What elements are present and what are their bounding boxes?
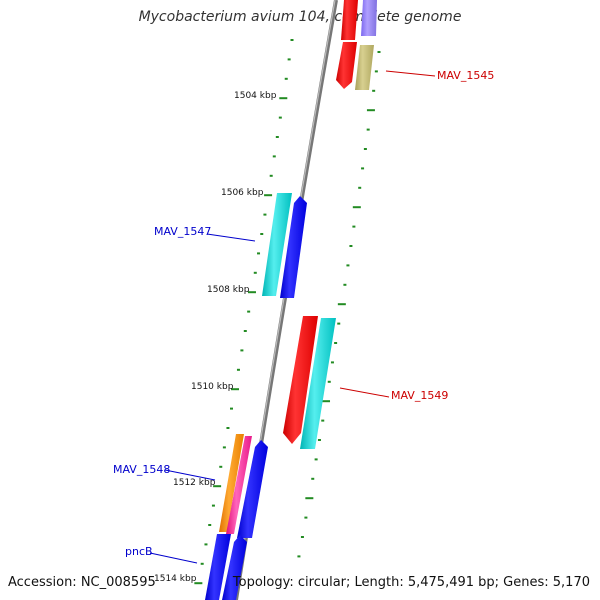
gene-MAV_1547-cyan[interactable] — [262, 193, 292, 296]
genome-title: Mycobacterium avium 104, complete genome — [138, 9, 462, 25]
genome-stats-text: Topology: circular; Length: 5,475,491 bp… — [232, 575, 590, 590]
gene-MAV_1549-red[interactable] — [283, 316, 318, 444]
kbp-label-1504: 1504 kbp — [234, 91, 277, 101]
kbp-label-1510: 1510 kbp — [191, 382, 234, 392]
label-MAV_1547[interactable]: MAV_1547 — [154, 225, 211, 238]
label-MAV_1548[interactable]: MAV_1548 — [113, 463, 170, 476]
gene-features — [205, 0, 377, 600]
kbp-labels: 1504 kbp 1506 kbp 1508 kbp 1510 kbp 1512… — [154, 91, 277, 584]
gene-MAV_1545[interactable] — [336, 42, 357, 89]
label-pncB[interactable]: pncB — [125, 545, 153, 558]
gene-labels: MAV_1545 MAV_1547 MAV_1549 MAV_1548 pncB — [113, 69, 494, 558]
kbp-label-1514: 1514 kbp — [154, 574, 197, 584]
gene-pncB-1[interactable] — [205, 534, 231, 600]
scale-ticks — [194, 39, 381, 585]
gene-pncB-2[interactable] — [222, 535, 247, 600]
gene-MAV_1549-cyan[interactable] — [300, 318, 336, 449]
kbp-label-1508: 1508 kbp — [207, 285, 250, 295]
gene-MAV_1545-pair[interactable] — [355, 45, 374, 90]
leader-MAV_1547 — [206, 233, 256, 242]
kbp-label-1506: 1506 kbp — [221, 188, 264, 198]
accession-text: Accession: NC_008595 — [8, 575, 156, 590]
gene-MAV_1548-blue[interactable] — [237, 440, 268, 538]
leader-pncB — [149, 552, 198, 564]
kbp-label-1512: 1512 kbp — [173, 478, 216, 488]
leader-MAV_1549 — [339, 387, 390, 398]
label-MAV_1549[interactable]: MAV_1549 — [391, 389, 448, 402]
gene-label-leaders — [149, 70, 436, 564]
leader-MAV_1548 — [164, 469, 216, 481]
gene-MAV_1548-orange[interactable] — [219, 434, 244, 532]
gene-MAV_1544-fragment[interactable] — [341, 0, 358, 40]
gene-MAV_1548-pink[interactable] — [226, 436, 252, 534]
label-MAV_1545[interactable]: MAV_1545 — [437, 69, 494, 82]
leader-MAV_1545 — [385, 70, 436, 77]
gene-upper-lavender[interactable] — [361, 0, 377, 36]
gene-MAV_1547-blue[interactable] — [280, 196, 307, 298]
